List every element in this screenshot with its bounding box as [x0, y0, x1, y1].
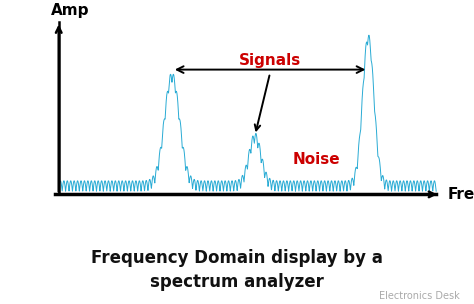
Text: Amp: Amp	[51, 3, 90, 19]
Text: Noise: Noise	[293, 152, 340, 167]
Text: Frequency Domain display by a
spectrum analyzer: Frequency Domain display by a spectrum a…	[91, 249, 383, 291]
Text: Freq: Freq	[447, 187, 474, 202]
Text: Electronics Desk: Electronics Desk	[379, 291, 460, 301]
Text: Signals: Signals	[239, 53, 301, 68]
